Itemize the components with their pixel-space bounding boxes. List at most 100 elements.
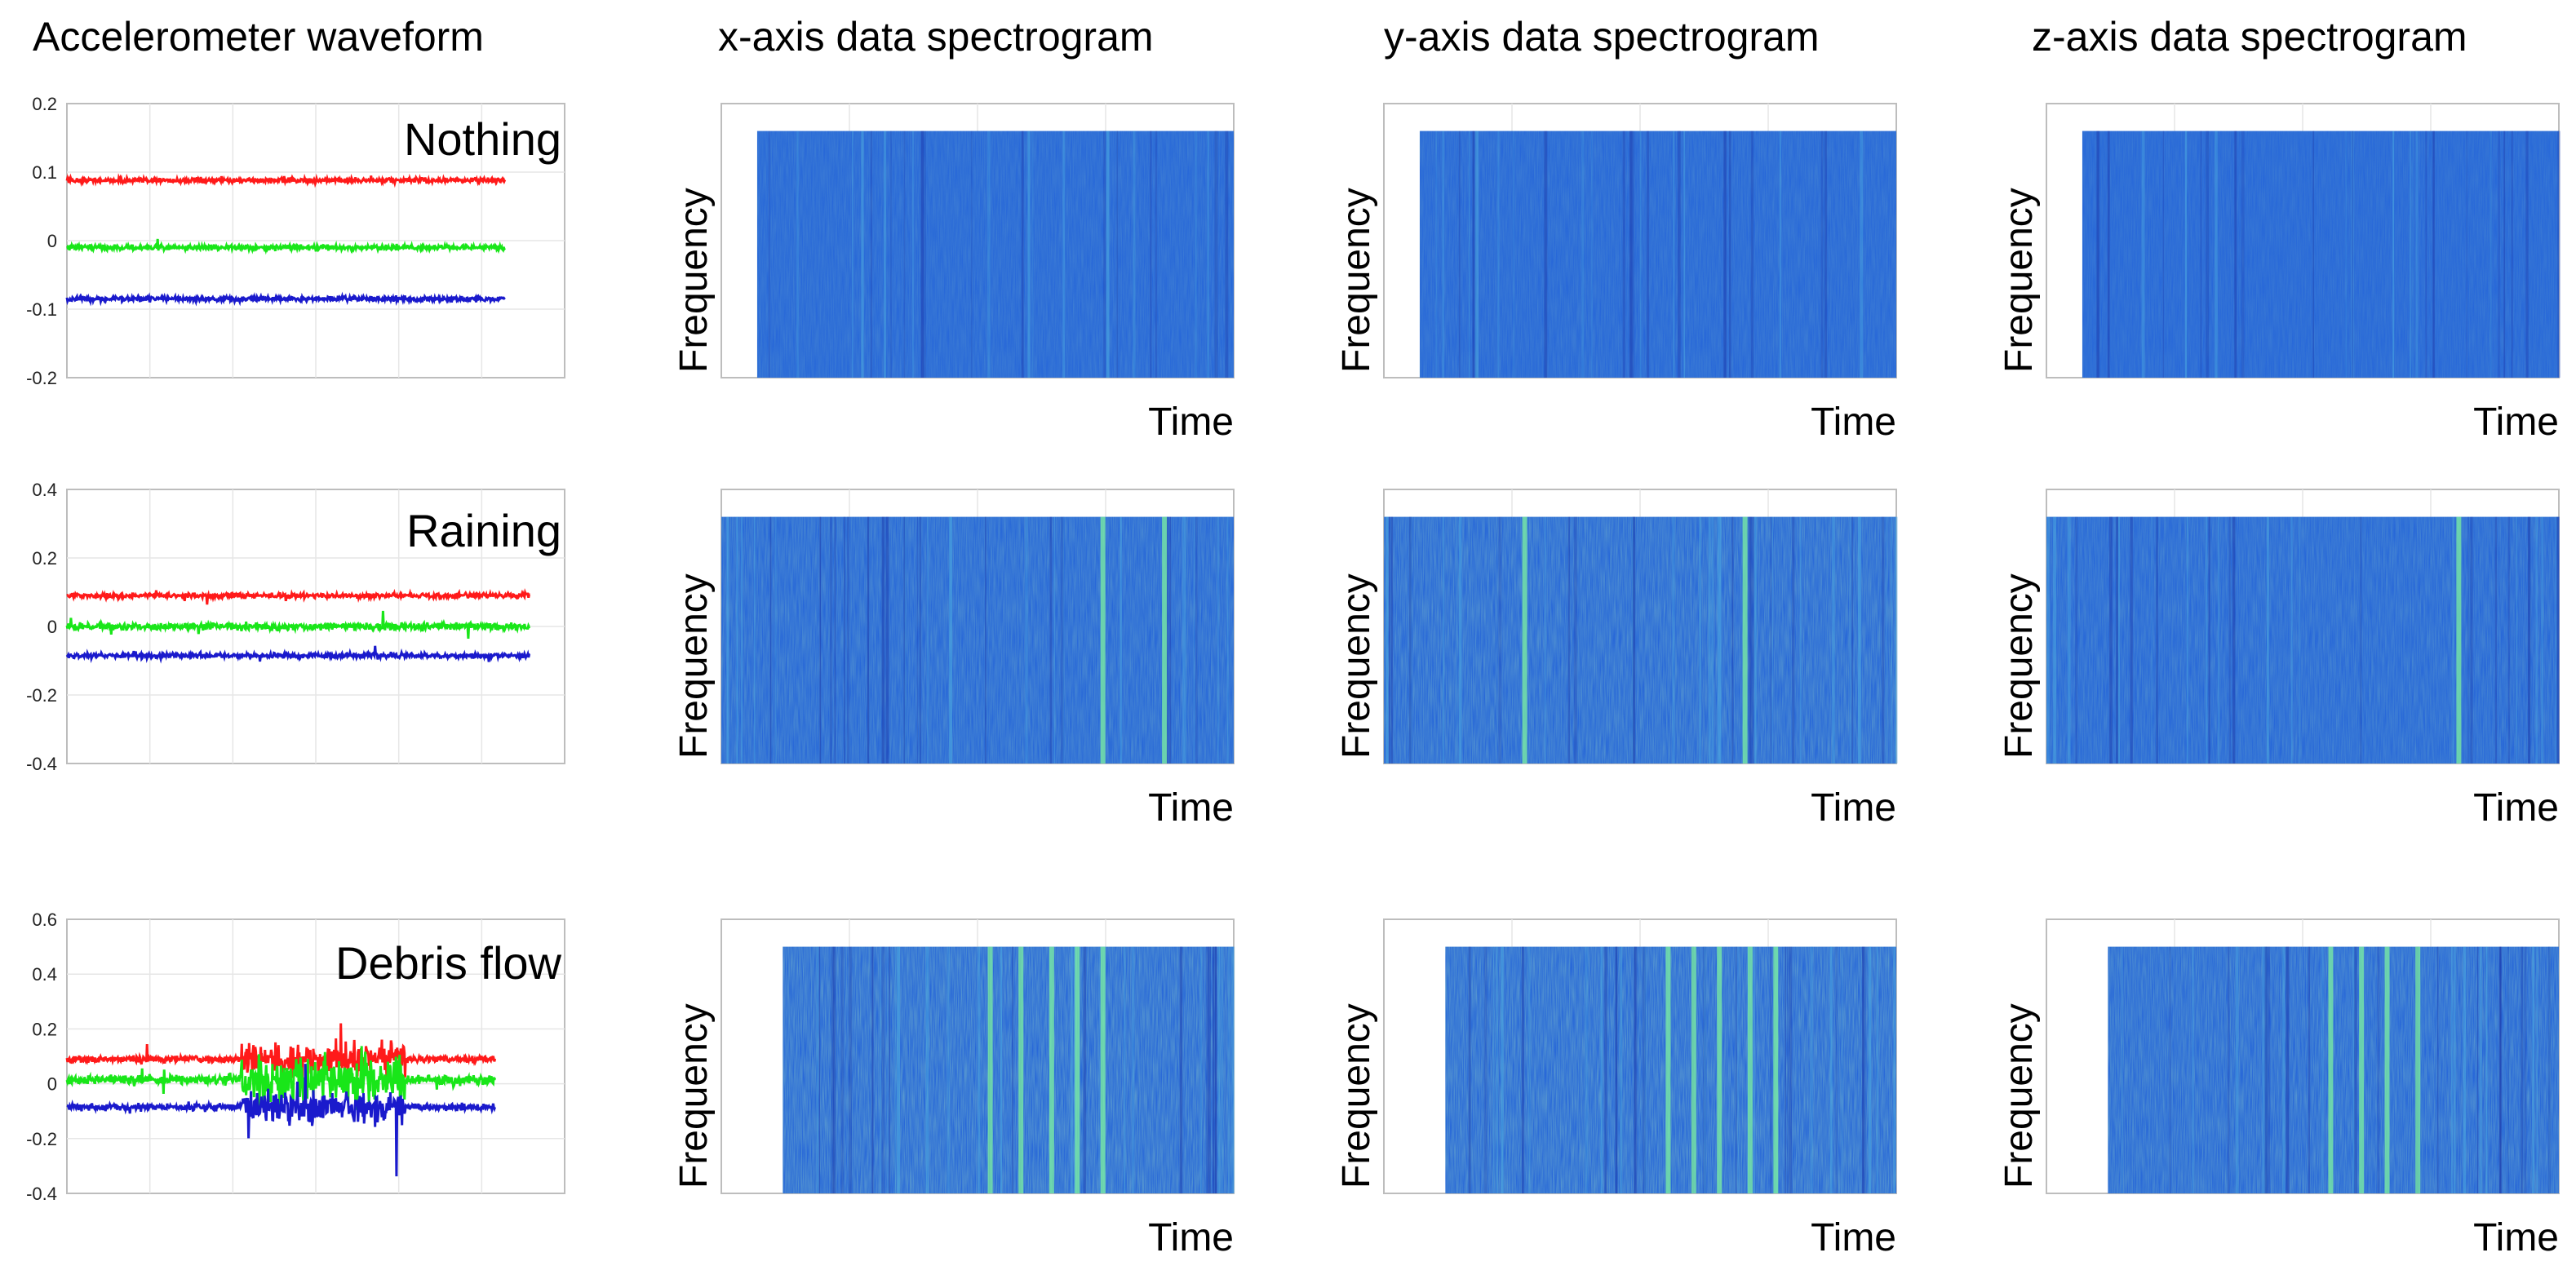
spectrogram-streak <box>834 516 836 764</box>
spectrogram-streak <box>2528 516 2531 764</box>
spectrogram-streak <box>1894 516 1898 764</box>
spectrogram-streak <box>2524 946 2527 1193</box>
spectrogram-streak <box>1643 946 1647 1193</box>
spectrogram-streak <box>1103 131 1106 378</box>
spectrogram-streak <box>2234 131 2237 378</box>
spectrogram-streak <box>1071 946 1074 1193</box>
spectrogram-streak <box>1882 516 1885 764</box>
y-tick-label: 0 <box>47 1074 57 1095</box>
spectrogram-streak <box>1862 946 1864 1193</box>
spectrogram-bright-band <box>2456 516 2462 764</box>
spectrogram-streak <box>1124 946 1126 1193</box>
spectrogram-streak <box>844 516 845 764</box>
y-tick-label: -0.2 <box>26 1129 57 1149</box>
spectrogram-streak <box>1206 946 1209 1193</box>
spectrogram-streak <box>2053 516 2056 764</box>
spectrogram-bright-band <box>987 946 993 1193</box>
spectrogram-streak <box>1632 131 1634 378</box>
spectrogram-streak <box>2351 131 2355 378</box>
spectrogram-streak <box>1567 516 1570 764</box>
spectrogram-streak <box>2206 131 2210 378</box>
spectrogram-streak <box>1703 946 1706 1193</box>
spectrogram-streak <box>2479 946 2482 1193</box>
spectrogram-streak <box>2377 946 2380 1193</box>
spectrogram-bright-band <box>1162 516 1168 764</box>
spectrogram-streak <box>1724 131 1727 378</box>
spectrogram-streak <box>2151 516 2153 764</box>
spectrogram-streak <box>912 131 914 378</box>
spectrogram-bright-band <box>1773 946 1779 1193</box>
spectrogram-streak <box>2467 516 2470 764</box>
spectrogram-streak <box>1622 131 1625 378</box>
spectrogram-streak <box>1799 516 1802 764</box>
spectrogram-streak <box>2494 516 2497 764</box>
y-tick-label: -0.2 <box>26 368 57 388</box>
spectrogram-streak <box>2503 131 2506 378</box>
spectrogram-streak <box>985 516 987 764</box>
spectrogram-streak <box>987 131 991 378</box>
spectrogram-streak <box>726 516 729 764</box>
waveform-series-z <box>65 291 506 307</box>
spectrogram-streak <box>2156 516 2158 764</box>
spectrogram-streak <box>1632 516 1636 764</box>
spectrogram-streak <box>894 946 897 1193</box>
spectrogram-streak <box>1620 946 1623 1193</box>
spectrogram-streak <box>1031 131 1034 378</box>
spectrogram-streak <box>1098 946 1102 1193</box>
condition-label: Raining <box>406 505 561 556</box>
spectrogram-streak <box>2241 131 2245 378</box>
spectrogram-streak <box>1770 516 1772 764</box>
spectrogram-streak <box>1409 516 1412 764</box>
spectrogram-streak <box>2192 946 2194 1193</box>
spectrogram-streak <box>1869 946 1872 1193</box>
spectrogram-streak <box>1708 516 1711 764</box>
spectrogram-streak <box>1785 946 1786 1193</box>
spectrogram-streak <box>2535 516 2538 764</box>
spectrogram-streak <box>1792 516 1795 764</box>
spectrogram-streak <box>1498 516 1502 764</box>
spectrogram-streak <box>1475 131 1479 378</box>
spectrogram-streak <box>2463 946 2467 1193</box>
spectrogram-streak <box>2452 516 2454 764</box>
spectrogram-streak <box>1893 946 1895 1193</box>
col-title-waveform: Accelerometer waveform <box>33 14 484 60</box>
spectrogram-streak <box>2206 516 2208 764</box>
spectrogram-streak <box>1199 946 1202 1193</box>
spectrogram-streak <box>1214 131 1218 378</box>
spectrogram-streak <box>1729 131 1731 378</box>
spectrogram-streak <box>2116 516 2118 764</box>
spectrogram-bright-band <box>1717 946 1723 1193</box>
spectrogram-streak <box>927 516 929 764</box>
spectrogram-streak <box>1754 516 1757 764</box>
spectrogram-streak <box>1585 946 1589 1193</box>
spectrogram-bright-band <box>1100 516 1106 764</box>
spectrogram-streak <box>924 131 926 378</box>
spectrogram-streak <box>2235 946 2237 1193</box>
frequency-axis-label: Frequency <box>1335 573 1378 759</box>
spectrogram-streak <box>1435 131 1438 378</box>
spectrogram-bright-band <box>1747 946 1753 1193</box>
spectrogram-bright-band <box>2415 946 2421 1193</box>
spectrogram-streak <box>885 516 889 764</box>
spectrogram-streak <box>1389 516 1390 764</box>
time-axis-label: Time <box>2473 1216 2559 1259</box>
spectrogram-streak <box>2228 946 2230 1193</box>
frequency-axis-label: Frequency <box>1335 1003 1378 1188</box>
spectrogram-streak <box>2107 131 2110 378</box>
spectrogram-streak <box>1195 131 1197 378</box>
spectrogram-streak <box>903 131 906 378</box>
waveform-series-z <box>65 645 531 664</box>
spectrogram-streak <box>2321 946 2324 1193</box>
spectrogram-streak <box>1851 516 1853 764</box>
spectrogram-streak <box>2046 516 2050 764</box>
spectrogram-texture <box>783 946 1234 1193</box>
spectrogram-streak <box>1678 131 1681 378</box>
spectrogram-streak <box>1544 131 1548 378</box>
spectrogram-streak <box>1458 516 1462 764</box>
spectrogram-streak <box>1683 131 1685 378</box>
spectrogram-streak <box>1442 131 1445 378</box>
spectrogram-streak <box>1116 131 1118 378</box>
spectrogram-streak <box>1642 946 1646 1193</box>
spectrogram-streak <box>920 131 924 378</box>
spectrogram-streak <box>1226 516 1229 764</box>
